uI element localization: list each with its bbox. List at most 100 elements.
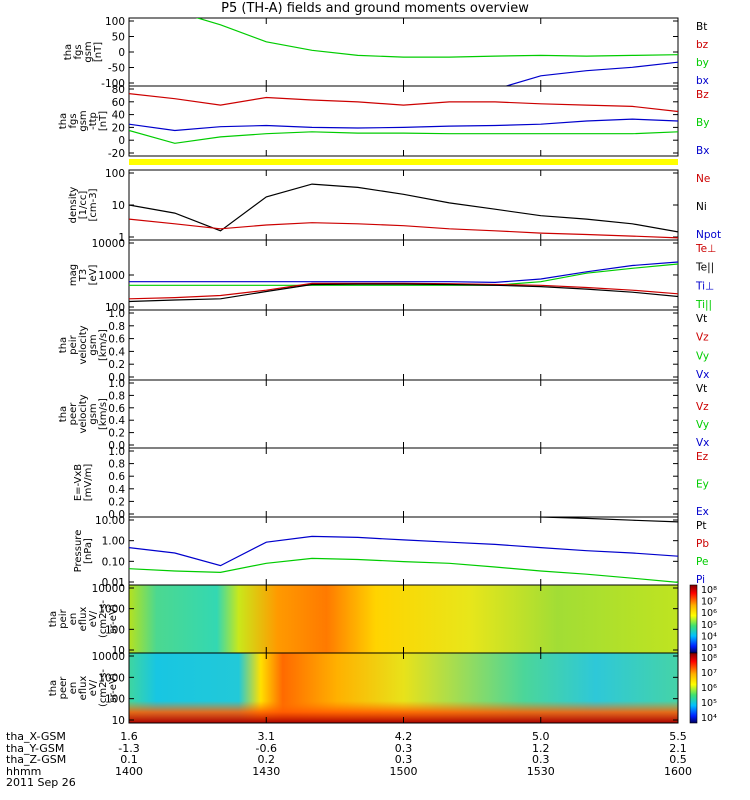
y-tick-label: 0 bbox=[118, 135, 125, 147]
legend-red: Vz bbox=[696, 401, 709, 413]
y-tick-label: 1 bbox=[118, 232, 125, 244]
legend-red: bz bbox=[696, 39, 709, 51]
colorbar-label: 10⁸ bbox=[701, 585, 717, 596]
y-tick-label: 20 bbox=[112, 122, 125, 134]
series-line-Pi bbox=[129, 535, 678, 567]
y-axis-label-line: [nPa] bbox=[83, 538, 94, 564]
legend-green: Vy bbox=[696, 350, 709, 362]
y-tick-label: 0.2 bbox=[108, 359, 125, 371]
y-tick-label: 0.4 bbox=[108, 415, 125, 427]
y-tick-label: 0.8 bbox=[108, 459, 125, 471]
y-tick-label: 0.6 bbox=[108, 403, 125, 415]
colorbar-label: 10⁴ bbox=[701, 713, 717, 724]
legend-black: Ni bbox=[696, 201, 707, 213]
y-axis-label-line: gsm bbox=[78, 110, 89, 131]
legend-red: Bz bbox=[696, 89, 709, 101]
series-line-Ne bbox=[129, 218, 678, 239]
y-axis-label-line: (cm2-s- bbox=[98, 600, 109, 638]
panel-frame bbox=[128, 447, 679, 518]
y-axis-label-line: T3 bbox=[78, 269, 89, 282]
footer-value: 2.1 bbox=[669, 741, 687, 755]
y-axis-label-line: gsm bbox=[88, 334, 99, 355]
footer-row: tha_Y-GSM -1.3 -0.6 0.3 1.2 2.1 bbox=[6, 742, 687, 755]
y-tick-label: -50 bbox=[108, 63, 125, 75]
y-tick-label: 100 bbox=[105, 168, 125, 180]
footer-value: 0.5 bbox=[669, 753, 687, 766]
y-tick-label: 10.00 bbox=[95, 515, 125, 527]
footer-value: 1.2 bbox=[532, 741, 550, 755]
footer-row-label: tha_X-GSM bbox=[6, 730, 66, 743]
y-tick-label: 0.6 bbox=[108, 471, 125, 483]
y-tick-label: 0.01 bbox=[102, 577, 125, 589]
y-tick-label: 100 bbox=[105, 694, 125, 706]
y-axis-label-line: eflux bbox=[78, 607, 89, 632]
y-tick-label: 10 bbox=[112, 715, 125, 727]
y-tick-label: 0.6 bbox=[108, 334, 125, 346]
y-tick-label: 1000 bbox=[98, 672, 125, 684]
series-line-Pe bbox=[129, 557, 678, 583]
legend-green: Ey bbox=[696, 479, 709, 491]
y-axis-label-line: tha bbox=[48, 611, 59, 627]
y-axis-label-line: gsm bbox=[83, 41, 94, 62]
y-axis-label-line: sr-eV) bbox=[108, 604, 119, 633]
y-axis-label-line: gsm bbox=[88, 403, 99, 424]
y-axis-label-line: density bbox=[68, 187, 79, 224]
y-tick-label: 0.0 bbox=[108, 372, 125, 384]
y-axis-label: tha fgs gsm -ttp [nT] bbox=[58, 110, 109, 131]
y-axis-label-line: eflux bbox=[78, 676, 89, 701]
y-tick-label: 0.8 bbox=[108, 390, 125, 402]
footer-value: 5.5 bbox=[669, 730, 687, 743]
panel-frame bbox=[128, 309, 679, 381]
footer-date: 2011 Sep 26 bbox=[6, 776, 76, 789]
footer-row: hhmm 1400 1430 1500 1530 1600 bbox=[6, 765, 692, 778]
y-tick-label: 100 bbox=[105, 624, 125, 636]
y-tick-label: 0.2 bbox=[108, 428, 125, 440]
y-axis-label-line: (cm2-s- bbox=[98, 669, 109, 707]
legend-blue: Bx bbox=[696, 145, 709, 157]
y-tick-label: 0.0 bbox=[108, 440, 125, 452]
y-axis-label-line: E=-VxB bbox=[73, 464, 84, 501]
series-line-Bz bbox=[129, 93, 678, 113]
legend-blue: Vx bbox=[696, 437, 709, 449]
y-axis-label-line: en bbox=[68, 613, 79, 626]
footer-row: tha_Z-GSM 0.1 0.2 0.3 0.3 0.5 bbox=[6, 754, 687, 766]
y-axis-label-line: fgs bbox=[68, 113, 79, 128]
legend-blue: Ti⊥ bbox=[695, 280, 714, 292]
series-line-By bbox=[129, 129, 678, 144]
y-tick-label: 100 bbox=[105, 302, 125, 314]
y-tick-label: 0.2 bbox=[108, 496, 125, 508]
series-line-Pt bbox=[528, 517, 678, 523]
series-line-Ni bbox=[129, 183, 678, 233]
footer-value: 0.2 bbox=[257, 753, 276, 766]
series-line-Te⊥ bbox=[129, 282, 678, 300]
y-axis-label: E=-VxB [mV/m] bbox=[73, 464, 94, 502]
y-tick-label: 60 bbox=[112, 97, 125, 109]
y-axis-label-line: tha bbox=[63, 44, 74, 60]
footer-value: 0.3 bbox=[532, 753, 550, 766]
colorbar bbox=[689, 584, 698, 654]
data-gap-bar bbox=[129, 159, 678, 165]
footer-value: 4.2 bbox=[394, 730, 413, 743]
y-tick-label: 1.0 bbox=[108, 378, 125, 390]
footer-value: 1530 bbox=[526, 764, 555, 778]
y-axis-label-line: peir bbox=[58, 608, 69, 628]
y-tick-label: 0.10 bbox=[102, 556, 125, 568]
legend-red: Te⊥ bbox=[695, 243, 716, 255]
y-tick-label: -100 bbox=[101, 78, 125, 90]
legend-blue: bx bbox=[696, 75, 709, 87]
chart-title: P5 (TH-A) fields and ground moments over… bbox=[221, 1, 529, 16]
colorbar-label: 10⁵ bbox=[701, 698, 717, 709]
legend-black: Bt bbox=[696, 21, 707, 33]
orbit-footer: tha_X-GSM 1.6 3.1 4.2 5.0 5.5 tha_Y-GSM -1.3 -0.… bbox=[6, 730, 692, 789]
y-axis-label-line: tha bbox=[58, 337, 69, 353]
y-axis-label-line: [eV] bbox=[88, 265, 99, 286]
y-tick-label: 0 bbox=[118, 47, 125, 59]
y-axis-label-line: eV/ bbox=[88, 610, 99, 627]
footer-value: 1.6 bbox=[120, 730, 138, 743]
legend-red: Vz bbox=[696, 332, 709, 344]
footer-value: 0.3 bbox=[394, 753, 413, 766]
y-axis-label-line: tha bbox=[58, 113, 69, 129]
panel-frame bbox=[128, 17, 679, 87]
series-line-Ti|| bbox=[129, 263, 678, 286]
